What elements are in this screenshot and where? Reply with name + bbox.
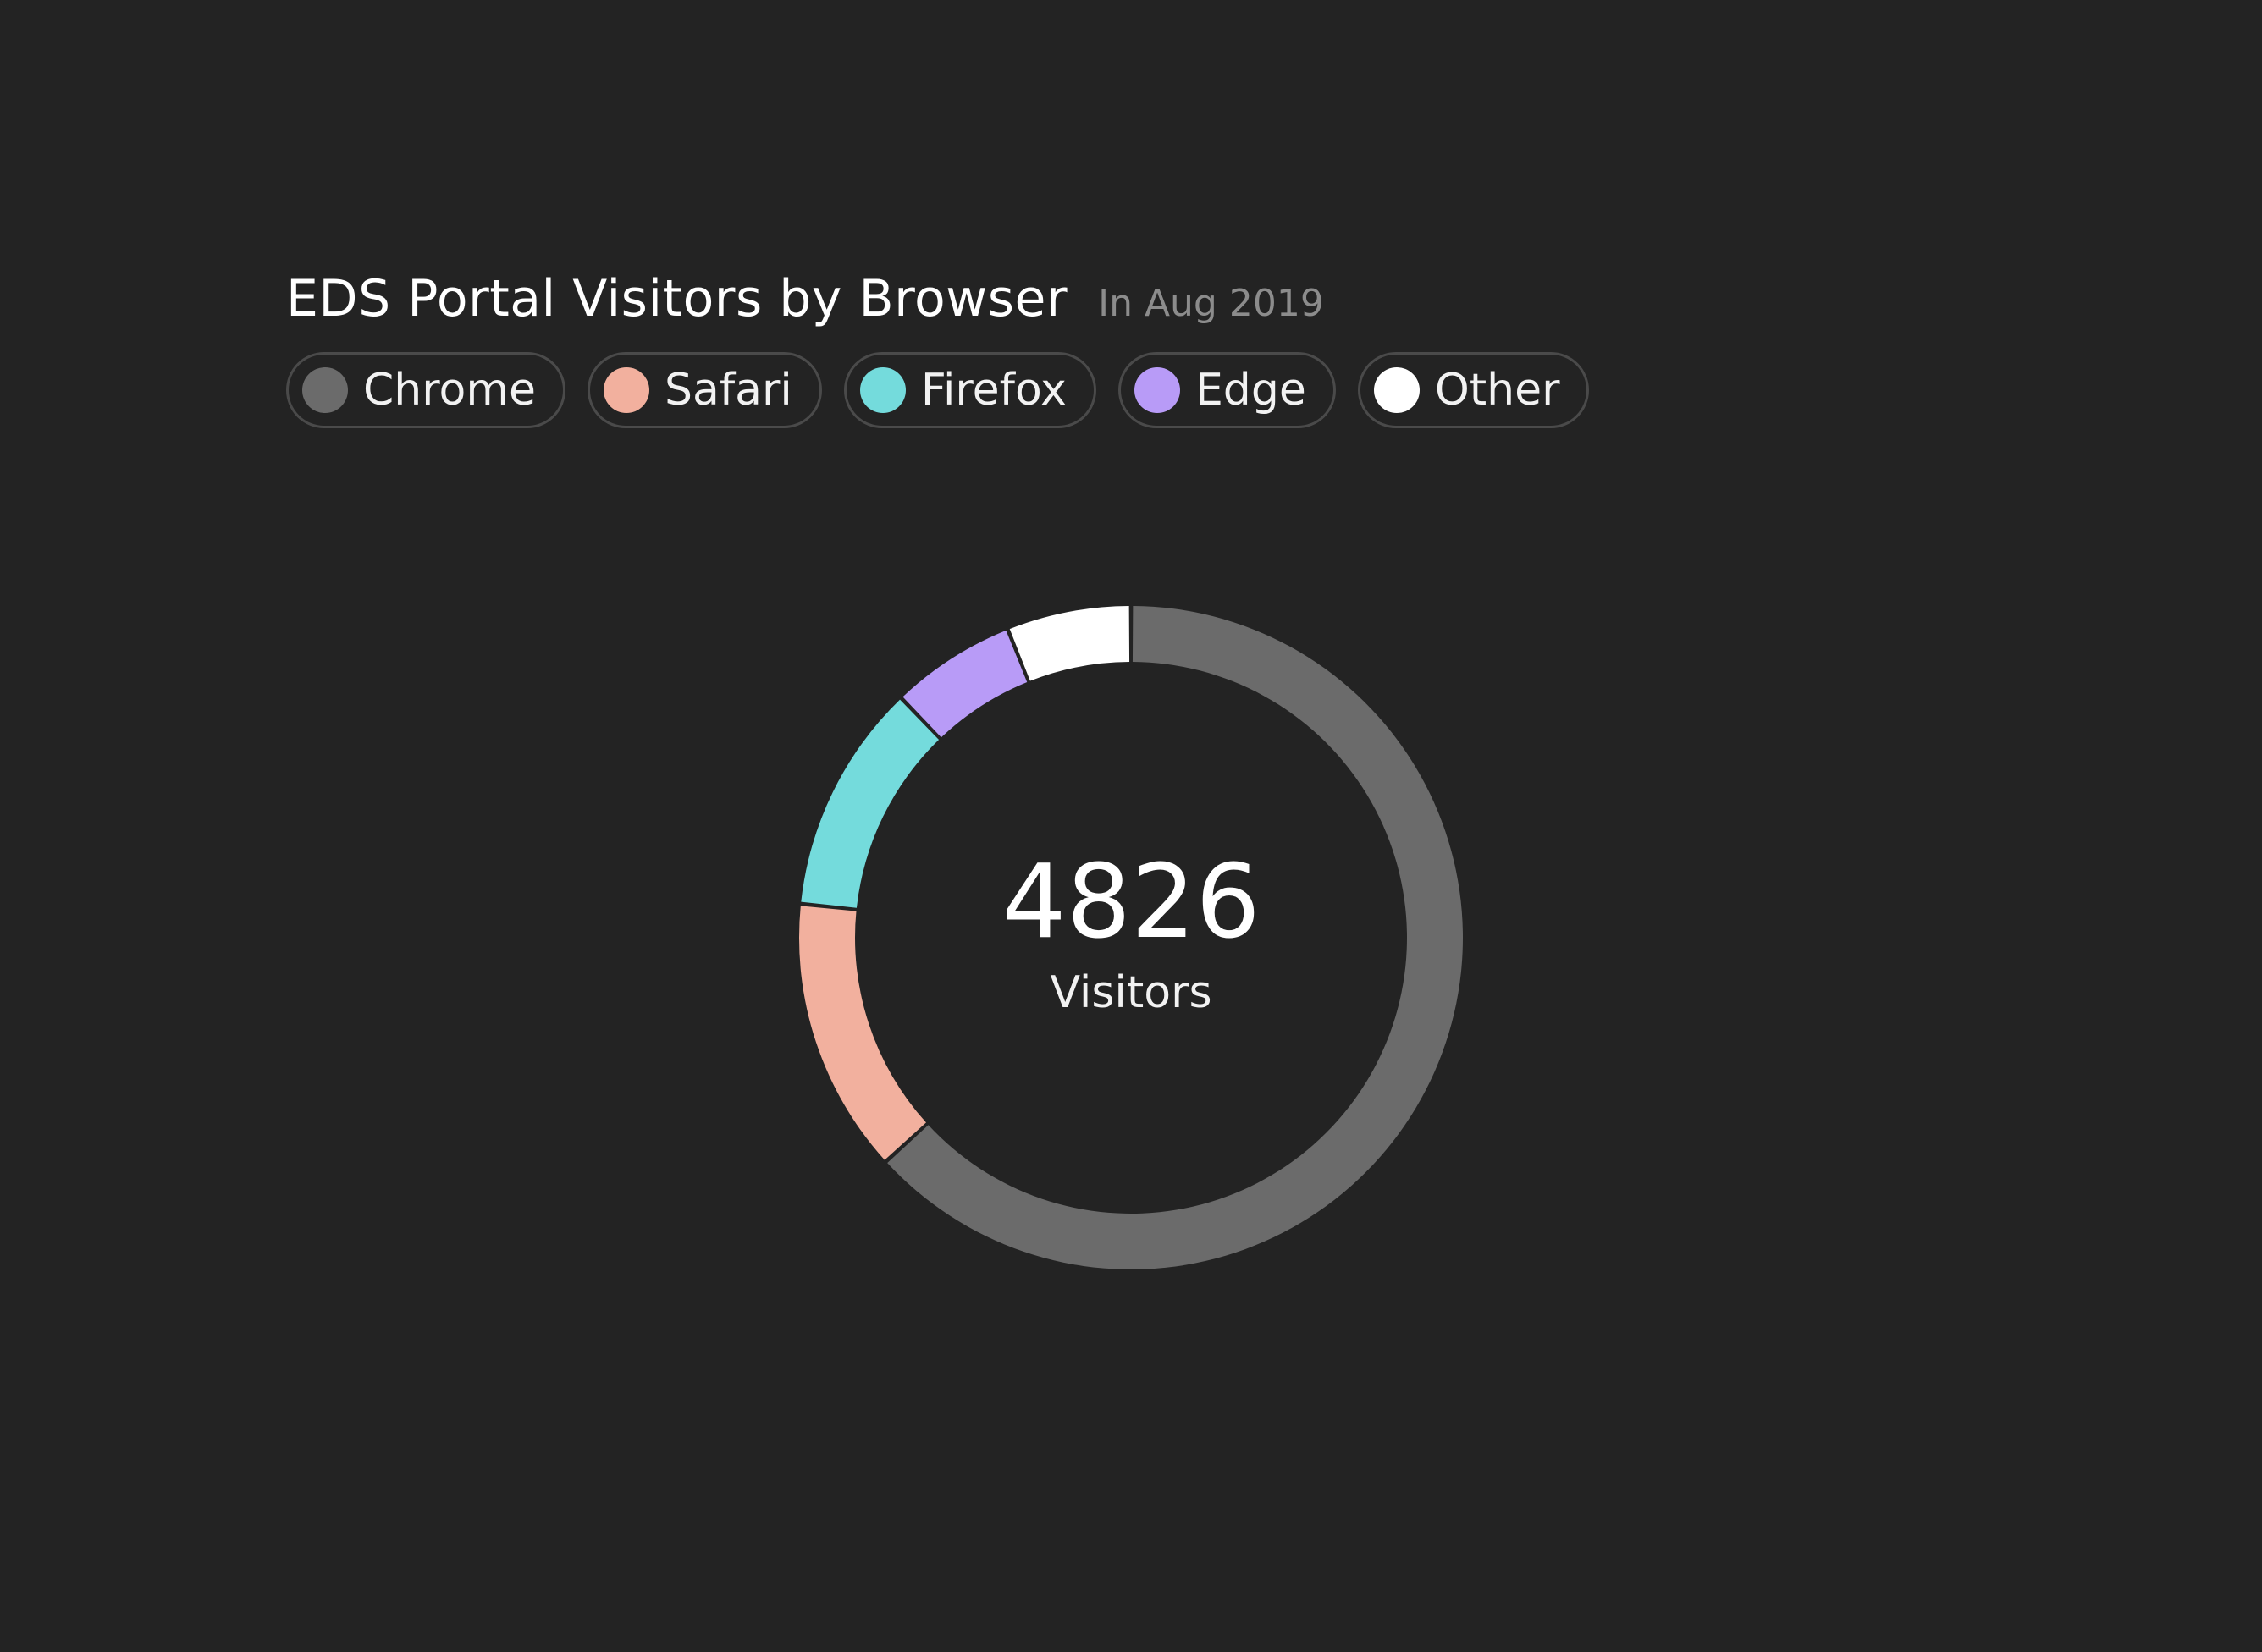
chart-title: EDS Portal Visitors by Browser (286, 269, 1068, 328)
legend-swatch-other (1373, 367, 1420, 413)
legend-item-chrome[interactable]: Chrome (286, 352, 566, 428)
slice-safari[interactable] (798, 906, 926, 1160)
total-visitors-label: Visitors (1050, 967, 1211, 1018)
slice-chrome[interactable] (887, 606, 1463, 1269)
total-visitors-value: 4826 (1001, 844, 1260, 961)
legend-swatch-chrome (302, 367, 348, 413)
legend-swatch-safari (603, 367, 649, 413)
slice-firefox[interactable] (801, 699, 940, 908)
legend-item-edge[interactable]: Edge (1117, 352, 1336, 428)
legend-label: Safari (664, 365, 792, 416)
legend-item-other[interactable]: Other (1357, 352, 1590, 428)
chart-header: EDS Portal Visitors by Browser In Aug 20… (286, 269, 1589, 328)
legend-swatch-firefox (859, 367, 906, 413)
slice-edge[interactable] (902, 630, 1028, 738)
legend-item-firefox[interactable]: Firefox (843, 352, 1096, 428)
slice-other[interactable] (1009, 606, 1130, 681)
chart-card: EDS Portal Visitors by Browser In Aug 20… (286, 269, 1590, 428)
chart-subtitle: In Aug 2019 (1098, 282, 1324, 325)
legend-swatch-edge (1134, 367, 1180, 413)
legend-label: Firefox (920, 365, 1067, 416)
legend-label: Edge (1194, 365, 1306, 416)
legend-item-safari[interactable]: Safari (587, 352, 822, 428)
legend-label: Other (1434, 365, 1560, 416)
donut-slices (798, 606, 1463, 1269)
legend-label: Chrome (363, 365, 536, 416)
legend: Chrome Safari Firefox Edge Other (286, 352, 1590, 428)
